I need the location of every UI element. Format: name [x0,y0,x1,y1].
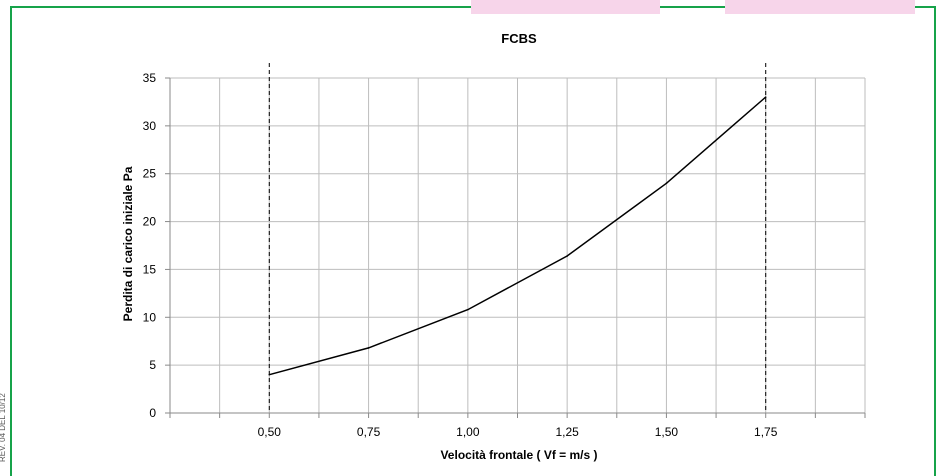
data-point [665,182,668,185]
x-tick-labels: 0,50 0,75 1,00 1,25 1,50 1,75 [258,425,778,439]
series-layer [268,96,767,376]
y-tick-label: 10 [143,310,157,324]
header-mark [234,0,244,8]
y-tick-label: 35 [143,71,157,85]
data-point [764,96,767,98]
y-tick-label: 30 [143,119,157,133]
header-tab-left [471,0,660,14]
grid [170,77,866,413]
x-tick-label: 0,75 [357,425,381,439]
x-tick-label: 1,25 [555,425,579,439]
y-tick-labels: 0 5 10 15 20 25 30 35 [143,71,157,420]
y-axis-label: Perdita di carico iniziale Pa [121,166,135,321]
x-tick-label: 0,50 [258,425,282,439]
reference-lines [268,63,767,413]
axes [165,77,866,418]
y-tick-label: 5 [149,358,156,372]
data-point [367,347,370,349]
series-line [269,96,767,376]
y-tick-label: 25 [143,167,157,181]
header-tab-right [725,0,915,14]
y-tick-label: 20 [143,215,157,229]
y-tick-label: 15 [143,262,157,276]
data-point [268,373,271,376]
chart: FCBS 0,50 0,75 1,00 1,25 1,50 1,75 0 5 10 15 20 25… [121,31,866,462]
y-tick-label: 0 [149,406,156,420]
x-tick-label: 1,75 [754,425,778,439]
data-point [467,308,469,311]
x-tick-label: 1,00 [456,425,480,439]
x-axis-label: Velocità frontale ( Vf = m/s ) [440,448,597,462]
chart-title: FCBS [501,31,537,46]
data-point [566,255,568,257]
x-tick-label: 1,50 [655,425,679,439]
